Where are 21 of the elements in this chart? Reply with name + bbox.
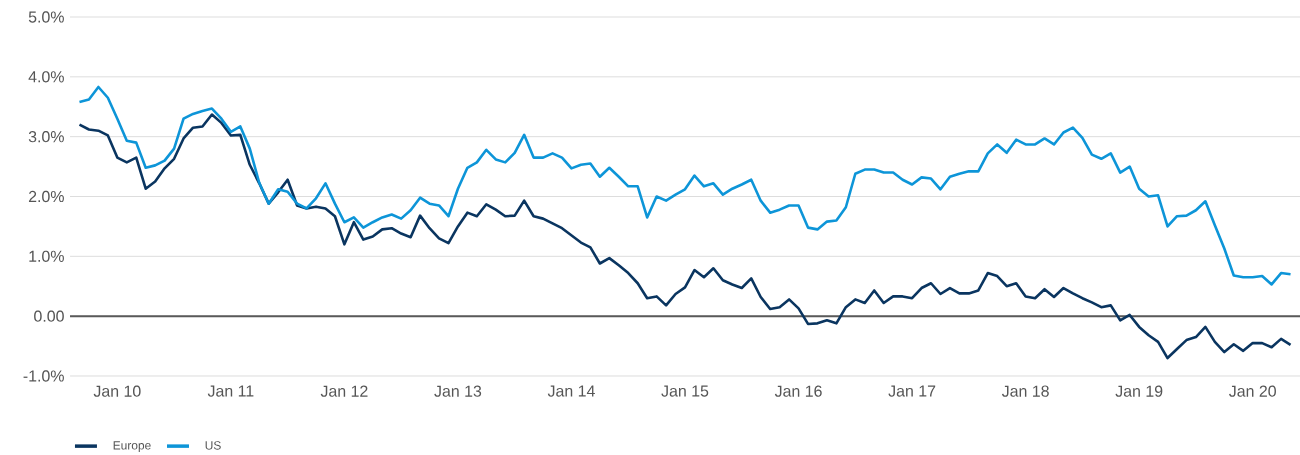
x-tick-label: Jan 12	[320, 385, 368, 397]
y-tick-label: -1.0%	[23, 370, 64, 382]
x-tick-label: Jan 16	[774, 385, 822, 397]
x-tick-label: Jan 17	[888, 385, 936, 397]
x-tick-label: Jan 15	[661, 385, 709, 397]
x-tick-label: Jan 13	[434, 385, 482, 397]
legend-label: US	[205, 441, 221, 450]
y-tick-label: 4.0%	[28, 71, 64, 83]
y-tick-label: 5.0%	[28, 11, 64, 23]
x-tick-label: Jan 18	[1001, 385, 1049, 397]
x-tick-label: Jan 20	[1229, 385, 1276, 397]
y-tick-label: 0.00	[34, 310, 64, 322]
x-tick-label: Jan 14	[547, 385, 595, 397]
line-series	[78, 85, 1292, 286]
y-tick-label: 1.0%	[29, 250, 64, 262]
y-tick-label: 3.0%	[28, 131, 64, 143]
legend-label: Europe	[113, 441, 151, 452]
y-tick-label: 2.0%	[28, 190, 64, 203]
x-tick-label: Jan 11	[207, 385, 254, 397]
x-tick-label: Jan 10	[93, 385, 141, 397]
x-tick-label: Jan 19	[1115, 385, 1163, 397]
